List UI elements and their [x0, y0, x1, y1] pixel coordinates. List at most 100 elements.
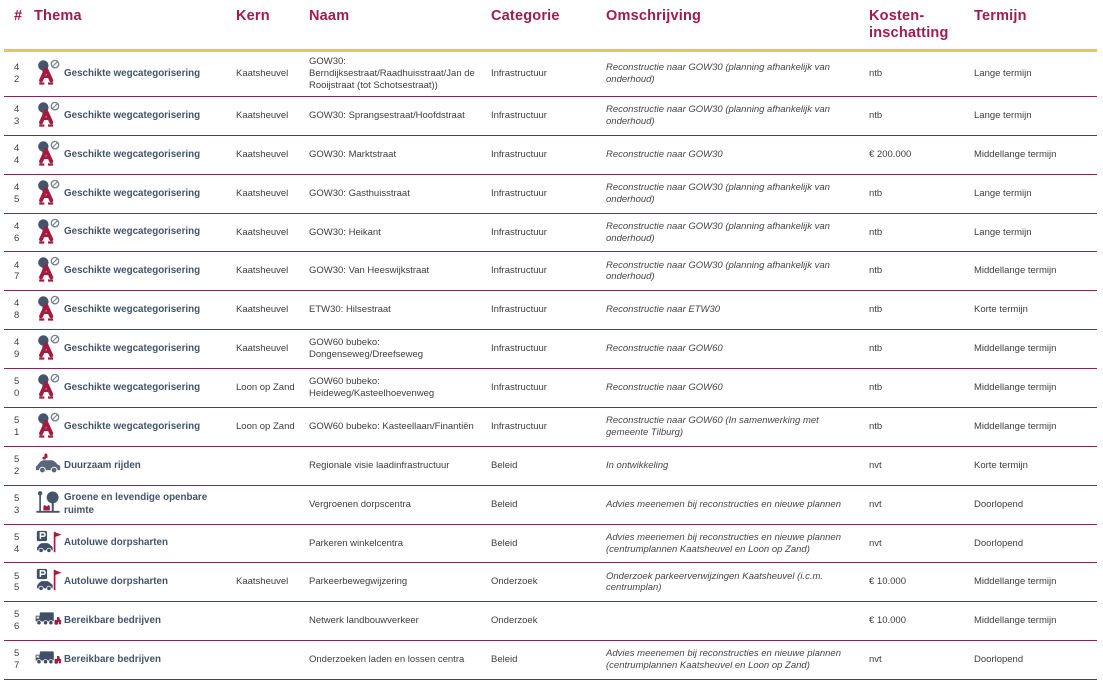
omschrijving-value: Reconstructie naar GOW60 — [606, 343, 723, 355]
table-row: 43 Geschikte wegcategorisering Kaatsheuv… — [4, 96, 1097, 136]
naam-value: ETW30: Hilsestraat — [309, 304, 391, 316]
thema-label: Geschikte wegcategorisering — [64, 109, 201, 121]
table-row: 52 Duurzaam rijden Regionale visie laadi… — [4, 446, 1097, 486]
kosten-value: ntb — [869, 343, 883, 355]
road-categorisation-icon — [34, 373, 62, 399]
kosten-value: € 10.000 — [869, 576, 906, 588]
row-number: 44 — [14, 142, 20, 166]
road-categorisation-icon — [34, 140, 62, 166]
categorie-value: Infrastructuur — [491, 148, 547, 160]
row-number: 54 — [14, 531, 20, 555]
row-number: 49 — [14, 337, 20, 361]
thema-label: Geschikte wegcategorisering — [64, 68, 201, 80]
termijn-value: Doorlopend — [974, 498, 1024, 510]
naam-value: Regionale visie laadinfrastructuur — [309, 459, 450, 471]
table-row: 44 Geschikte wegcategorisering Kaatsheuv… — [4, 135, 1097, 175]
kosten-value: nvt — [869, 459, 882, 471]
omschrijving-value: Reconstructie naar GOW30 (planning afhan… — [606, 104, 830, 127]
kern-value: Kaatsheuvel — [236, 576, 289, 588]
kern-value: Kaatsheuvel — [236, 68, 289, 80]
kosten-value: ntb — [869, 226, 883, 238]
termijn-value: Middellange termijn — [974, 576, 1057, 588]
omschrijving-value: Reconstructie naar GOW30 (planning afhan… — [606, 181, 830, 205]
thema-label: Geschikte wegcategorisering — [64, 381, 201, 393]
thema-label: Geschikte wegcategorisering — [64, 343, 201, 355]
omschrijving-value: Reconstructie naar GOW30 (planning afhan… — [606, 220, 830, 244]
termijn-value: Doorlopend — [974, 537, 1024, 549]
table-row: 57 Bereikbare bedrijven Onderzoeken lade… — [4, 641, 1097, 680]
termijn-value: Lange termijn — [974, 68, 1032, 80]
kern-value: Loon op Zand — [236, 420, 295, 432]
termijn-value: Lange termijn — [974, 109, 1032, 121]
thema-icon-cell — [34, 174, 64, 213]
row-number: 53 — [14, 492, 20, 516]
kosten-value: nvt — [869, 654, 882, 666]
table-row: 46 Geschikte wegcategorisering Kaatsheuv… — [4, 213, 1097, 252]
naam-value: Parkeerbewegwijzering — [309, 576, 408, 588]
naam-value: GOW30: Berndijksestraat/Raadhuisstraat/J… — [309, 56, 475, 92]
categorie-value: Beleid — [491, 537, 518, 549]
termijn-value: Middellange termijn — [974, 420, 1057, 432]
naam-value: GOW60 bubeko: Heideweg/Kasteelhoevenweg — [309, 376, 435, 400]
thema-label: Geschikte wegcategorisering — [64, 187, 201, 199]
road-categorisation-icon — [34, 334, 62, 360]
road-categorisation-icon — [34, 295, 62, 321]
thema-label: Bereikbare bedrijven — [64, 615, 161, 627]
categorie-value: Beleid — [491, 459, 518, 471]
omschrijving-value: Advies meenemen bij reconstructies en ni… — [606, 498, 841, 510]
kosten-value: ntb — [869, 109, 883, 121]
road-categorisation-icon — [34, 179, 62, 205]
categorie-value: Beleid — [491, 498, 518, 510]
row-number: 42 — [14, 62, 20, 86]
column-header-categorie: Categorie — [491, 8, 560, 24]
naam-value: Parkeren winkelcentra — [309, 537, 403, 549]
naam-value: GOW60 bubeko: Dongenseweg/Dreefseweg — [309, 337, 424, 361]
row-number: 43 — [14, 104, 20, 127]
column-header-omschrijving: Omschrijving — [606, 8, 702, 24]
kosten-value: ntb — [869, 420, 883, 432]
table-row: 42 Geschikte wegcategorisering Kaatsheuv… — [4, 51, 1097, 97]
thema-label: Geschikte wegcategorisering — [64, 148, 201, 160]
table-row: 45 Geschikte wegcategorisering Kaatsheuv… — [4, 174, 1097, 214]
categorie-value: Infrastructuur — [491, 304, 547, 316]
kern-value — [236, 524, 309, 563]
categorie-value: Infrastructuur — [491, 226, 547, 238]
thema-icon-cell — [34, 407, 64, 446]
categorie-value: Infrastructuur — [491, 109, 547, 121]
row-number: 47 — [14, 259, 20, 283]
kosten-value: € 200.000 — [869, 148, 912, 160]
naam-value: GOW30: Heikant — [309, 226, 381, 238]
row-number: 48 — [14, 298, 20, 322]
kern-value: Kaatsheuvel — [236, 343, 289, 355]
categorie-value: Infrastructuur — [491, 265, 547, 277]
row-number: 46 — [14, 220, 20, 244]
truck-icon — [34, 606, 62, 632]
termijn-value: Middellange termijn — [974, 265, 1057, 277]
thema-icon-cell — [34, 369, 64, 408]
thema-label: Geschikte wegcategorisering — [64, 226, 201, 238]
table-row: 51 Geschikte wegcategorisering Loon op Z… — [4, 407, 1097, 447]
thema-icon-cell — [34, 291, 64, 330]
thema-icon-cell — [34, 330, 64, 369]
categorie-value: Infrastructuur — [491, 68, 547, 80]
naam-value: Onderzoeken laden en lossen centra — [309, 654, 465, 666]
road-categorisation-icon — [34, 101, 62, 127]
row-number: 51 — [14, 415, 20, 438]
categorie-value: Infrastructuur — [491, 382, 547, 394]
kern-value — [236, 485, 309, 524]
green-street-icon — [34, 490, 62, 516]
electric-car-icon — [34, 451, 62, 477]
omschrijving-value: Advies meenemen bij reconstructies en ni… — [606, 531, 841, 555]
termijn-value: Lange termijn — [974, 226, 1032, 238]
thema-icon-cell — [34, 641, 64, 680]
thema-label: Bereikbare bedrijven — [64, 654, 161, 666]
naam-value: GOW30: Sprangsestraat/Hoofdstraat — [309, 109, 465, 121]
termijn-value: Korte termijn — [974, 304, 1028, 316]
thema-label: Autoluwe dorpsharten — [64, 576, 168, 588]
row-number: 55 — [14, 570, 20, 594]
kern-value: Kaatsheuvel — [236, 304, 289, 316]
thema-label: Duurzaam rijden — [64, 459, 141, 471]
table-body: 42 Geschikte wegcategorisering Kaatsheuv… — [4, 51, 1097, 680]
row-number: 52 — [14, 453, 20, 477]
table-row: 55 Autoluwe dorpsharten Kaatsheuvel Park… — [4, 563, 1097, 602]
